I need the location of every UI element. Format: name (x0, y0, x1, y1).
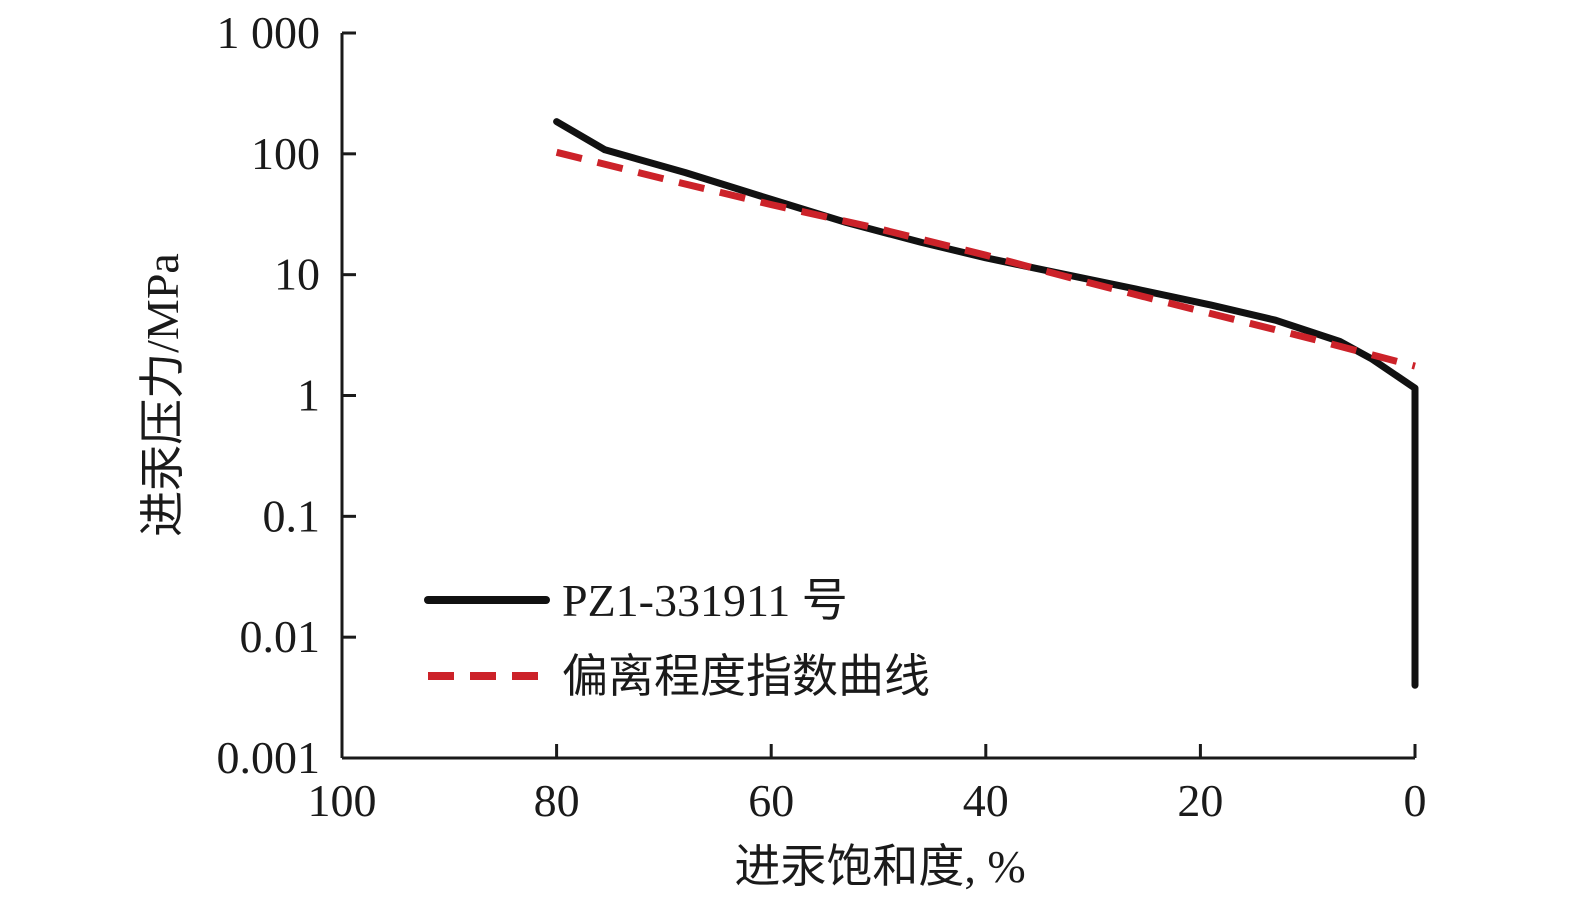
y-tick-label: 1 000 (217, 7, 321, 58)
x-tick-label: 100 (308, 775, 377, 826)
series-line-deviation-index (555, 148, 1416, 370)
x-tick-label: 40 (963, 775, 1009, 826)
y-tick-label: 0.001 (217, 732, 321, 783)
x-tick-label: 0 (1404, 775, 1427, 826)
series-layer (553, 118, 1419, 689)
x-axis-title: 进汞饱和度, % (734, 841, 1025, 892)
y-tick-label: 100 (251, 128, 320, 179)
y-tick-label: 0.1 (263, 490, 321, 541)
axes: 0.001 0.01 0.1 1 10 100 1 000 100 80 60 40 20 0 (217, 7, 1427, 826)
x-tick-label: 60 (748, 775, 794, 826)
y-tick-label: 0.01 (240, 611, 321, 662)
y-axis-title: 进汞压力/MPa (137, 253, 188, 537)
x-tick-label: 20 (1177, 775, 1223, 826)
y-ticks: 0.001 0.01 0.1 1 10 100 1 000 (217, 7, 356, 783)
y-tick-label: 1 (297, 370, 320, 421)
y-tick-label: 10 (274, 249, 320, 300)
x-tick-label: 80 (534, 775, 580, 826)
x-ticks: 100 80 60 40 20 0 (308, 744, 1427, 826)
legend: PZ1-331911 号 偏离程度指数曲线 (424, 575, 930, 702)
legend-label-deviation: 偏离程度指数曲线 (562, 651, 930, 702)
legend-label-pz1: PZ1-331911 号 (562, 575, 848, 626)
